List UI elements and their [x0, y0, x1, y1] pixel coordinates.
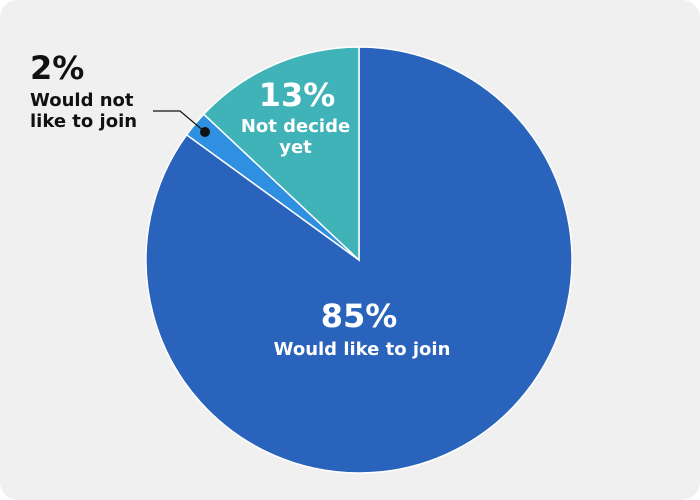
value-label: 13%: [258, 76, 336, 114]
slice-label: Not decide yet: [240, 116, 351, 158]
value-label: 2%: [30, 49, 85, 87]
pie-slice: [202, 46, 360, 262]
leader-dot: [200, 127, 210, 137]
slice-label: Would like to join: [273, 339, 451, 360]
value-label: 85%: [320, 297, 398, 335]
leader-line: [153, 110, 206, 133]
slice-label: Would not like to join: [30, 90, 138, 132]
